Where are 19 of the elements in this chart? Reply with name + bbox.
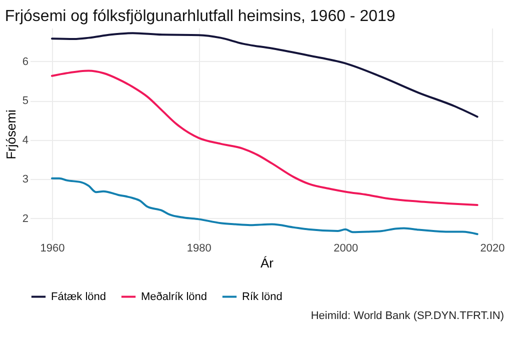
x-tick-label: 1980 [186,242,212,254]
legend-label: Fátæk lönd [51,290,106,303]
chart-title: Frjósemi og fólksfjölgunarhlutfall heimsins, 1960 - 2019 [4,8,396,25]
y-tick-label: 5 [22,95,28,108]
x-axis-title: Ár [260,256,274,270]
x-tick-label: 2000 [334,242,358,254]
y-tick-label: 3 [22,174,28,186]
y-tick-label: 4 [22,134,28,146]
y-axis-title: Frjósemi [3,109,18,160]
line-series [51,70,478,206]
x-tick-label: 1960 [40,242,65,254]
y-tick-label: 6 [22,56,28,68]
x-tick-label: 2020 [480,242,505,254]
line-series [51,32,478,118]
text: Heimild: World Bank (SP.DYN.TFRT.IN) [310,310,504,322]
y-tick-label: 2 [22,212,28,225]
line-series [51,177,478,236]
legend-label: Meðalrík lönd [141,290,208,303]
legend-label: Rík lönd [242,290,282,303]
